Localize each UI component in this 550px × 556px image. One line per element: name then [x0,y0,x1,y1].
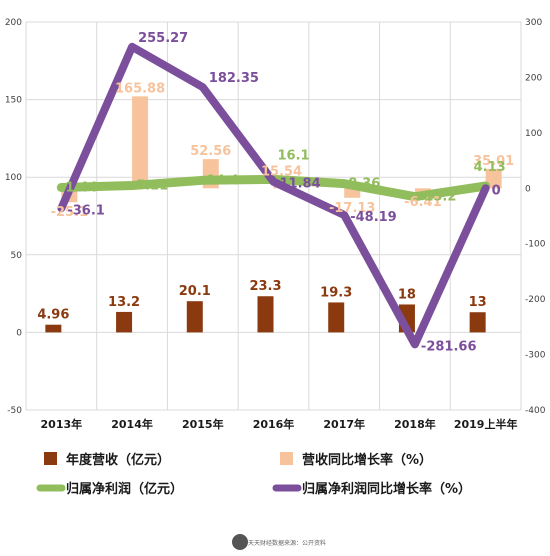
revenue-growth-bar [132,96,149,189]
revenue-growth-bar-label: 15.54 [261,165,302,180]
category-label: 2017年 [323,417,365,431]
net-profit-growth-label: 182.35 [209,71,259,86]
brand-text: 天天财经 [248,539,272,547]
revenue-bar [186,301,203,333]
right-tick-label: -400 [525,406,546,416]
revenue-bar-label: 20.1 [179,284,211,299]
category-label: 2016年 [253,417,295,431]
category-label: 2014年 [111,417,153,431]
revenue-growth-bar [485,168,502,189]
revenue-bar-label: 13.2 [108,295,140,310]
net-profit-growth-label: 0 [492,183,501,198]
source-text: 数据来源：公开资料 [272,539,326,547]
footer: 天天财经 数据来源：公开资料 [232,534,326,550]
right-tick-label: -300 [525,351,546,361]
right-tick-label: -200 [525,295,546,305]
gridlines [25,21,522,411]
left-tick-label: 100 [5,173,22,183]
net-profit-growth-label: -48.19 [350,210,397,225]
revenue-bar-label: 23.3 [249,279,281,294]
net-profit-label: 14.4 [207,173,239,188]
legend-swatch-bar [44,452,57,465]
net-profit-growth-line [57,42,490,349]
right-tick-label: 200 [525,73,542,83]
revenue-bar [469,312,486,333]
left-tick-label: 200 [5,18,22,28]
lines [56,42,491,349]
legend-swatch-bar [280,452,293,465]
revenue-growth-bar-label: -25.1 [51,205,88,220]
data-labels: 4.96 13.2 20.1 23.3 19.3 18 13 -25.1 165.88 52.56… [37,31,514,355]
net-profit-label: 1.44 [65,180,97,195]
revenue-bar-label: 4.96 [37,308,69,323]
right-tick-label: 300 [525,18,542,28]
revenue-growth-bar-label: 35.01 [473,154,514,169]
revenue-growth-bar-label: -6.41 [404,195,441,210]
legend-label: 归属净利润（亿元） [66,481,183,497]
revenue-growth-bar [414,188,431,192]
left-tick-label: 150 [5,96,22,106]
net-profit-label: 16.1 [278,148,310,163]
category-label: 2018年 [394,417,436,431]
legend-label: 归属净利润同比增长率（%） [302,481,471,497]
net-profit-label: -15.2 [419,190,456,205]
revenue-bar [257,296,274,333]
revenue-bar [328,302,345,333]
revenue-growth-bar-label: 52.56 [190,144,231,159]
revenue-growth-bar-label: 165.88 [115,81,165,96]
left-tick-label: 0 [16,328,22,338]
left-tick-label: 50 [11,251,23,261]
net-profit-growth-label: -281.66 [421,339,477,354]
revenue-bar-label: 18 [398,287,416,302]
category-label: 2013年 [41,417,83,431]
legend-label: 营收同比增长率（%） [302,452,432,468]
revenue-bar [45,324,62,333]
right-tick-label: 100 [525,129,542,139]
net-profit-label: 8.36 [348,177,380,192]
revenue-bar [116,311,133,333]
revenue-growth-bar-label: -17.13 [329,201,376,216]
net-profit-growth-label: 11.84 [280,177,321,192]
net-profit-label: 4.13 [474,160,506,175]
net-profit-label: 5.11 [136,178,168,193]
net-profit-growth-label: -36.1 [67,203,104,218]
legend-label: 年度营收（亿元） [66,452,170,468]
revenue-growth-bar [344,188,361,198]
net-profit-growth-label: 255.27 [138,31,188,46]
brand-logo-icon [232,534,248,550]
axes: -50 0 50 100 150 200 -400 -300 -200 -100 0 100 200 30… [5,18,546,431]
right-tick-label: -100 [525,240,546,250]
category-label: 2015年 [182,417,224,431]
left-tick-label: -50 [7,406,22,416]
category-label: 2019上半年 [454,417,518,431]
revenue-bar-label: 19.3 [320,285,352,300]
legend: 年度营收（亿元） 营收同比增长率（%） 归属净利润（亿元） 归属净利润同比增长率（%） [36,452,471,497]
revenue-bar-label: 13 [469,295,487,310]
right-tick-label: 0 [525,184,531,194]
